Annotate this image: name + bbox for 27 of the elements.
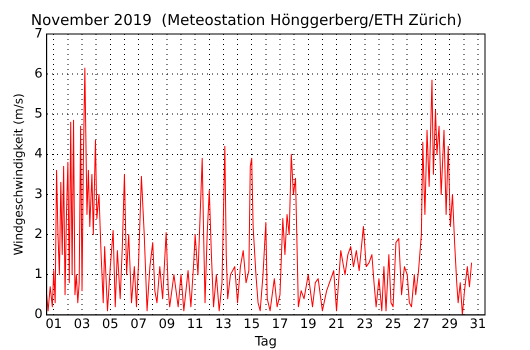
x-tick-label: 15 <box>243 316 260 332</box>
y-tick-label: 0 <box>34 307 43 322</box>
x-tick-label: 27 <box>413 316 430 332</box>
y-tick-label: 5 <box>34 106 43 122</box>
y-tick-label: 6 <box>34 66 43 82</box>
x-tick-label: 09 <box>158 316 176 332</box>
x-tick-label: 23 <box>356 316 374 332</box>
y-tick-label: 4 <box>34 146 43 162</box>
x-tick-label: 01 <box>45 316 62 332</box>
x-axis-title: Tag <box>254 334 277 350</box>
x-tick-label: 05 <box>102 316 119 332</box>
y-tick-label: 2 <box>34 226 43 242</box>
x-tick-label: 03 <box>74 316 90 332</box>
x-tick-label: 31 <box>470 316 486 332</box>
x-tick-label: 17 <box>272 316 288 332</box>
x-tick-label: 19 <box>300 316 317 332</box>
y-tick-label: 7 <box>34 26 43 42</box>
y-tick-label: 3 <box>34 186 43 202</box>
x-tick-label: 29 <box>441 316 458 332</box>
x-tick-label: 11 <box>186 316 204 332</box>
chart-title: November 2019 (Meteostation Hönggerberg/ETH Zürich) <box>30 10 462 29</box>
x-tick-label: 25 <box>384 316 402 332</box>
x-tick-label: 07 <box>130 316 147 332</box>
x-tick-label: 13 <box>215 316 232 332</box>
y-axis-title: Windgeschwindigkeit (m/s) <box>11 93 26 256</box>
y-tick-label: 1 <box>34 267 43 282</box>
x-tick-label: 21 <box>328 316 345 332</box>
